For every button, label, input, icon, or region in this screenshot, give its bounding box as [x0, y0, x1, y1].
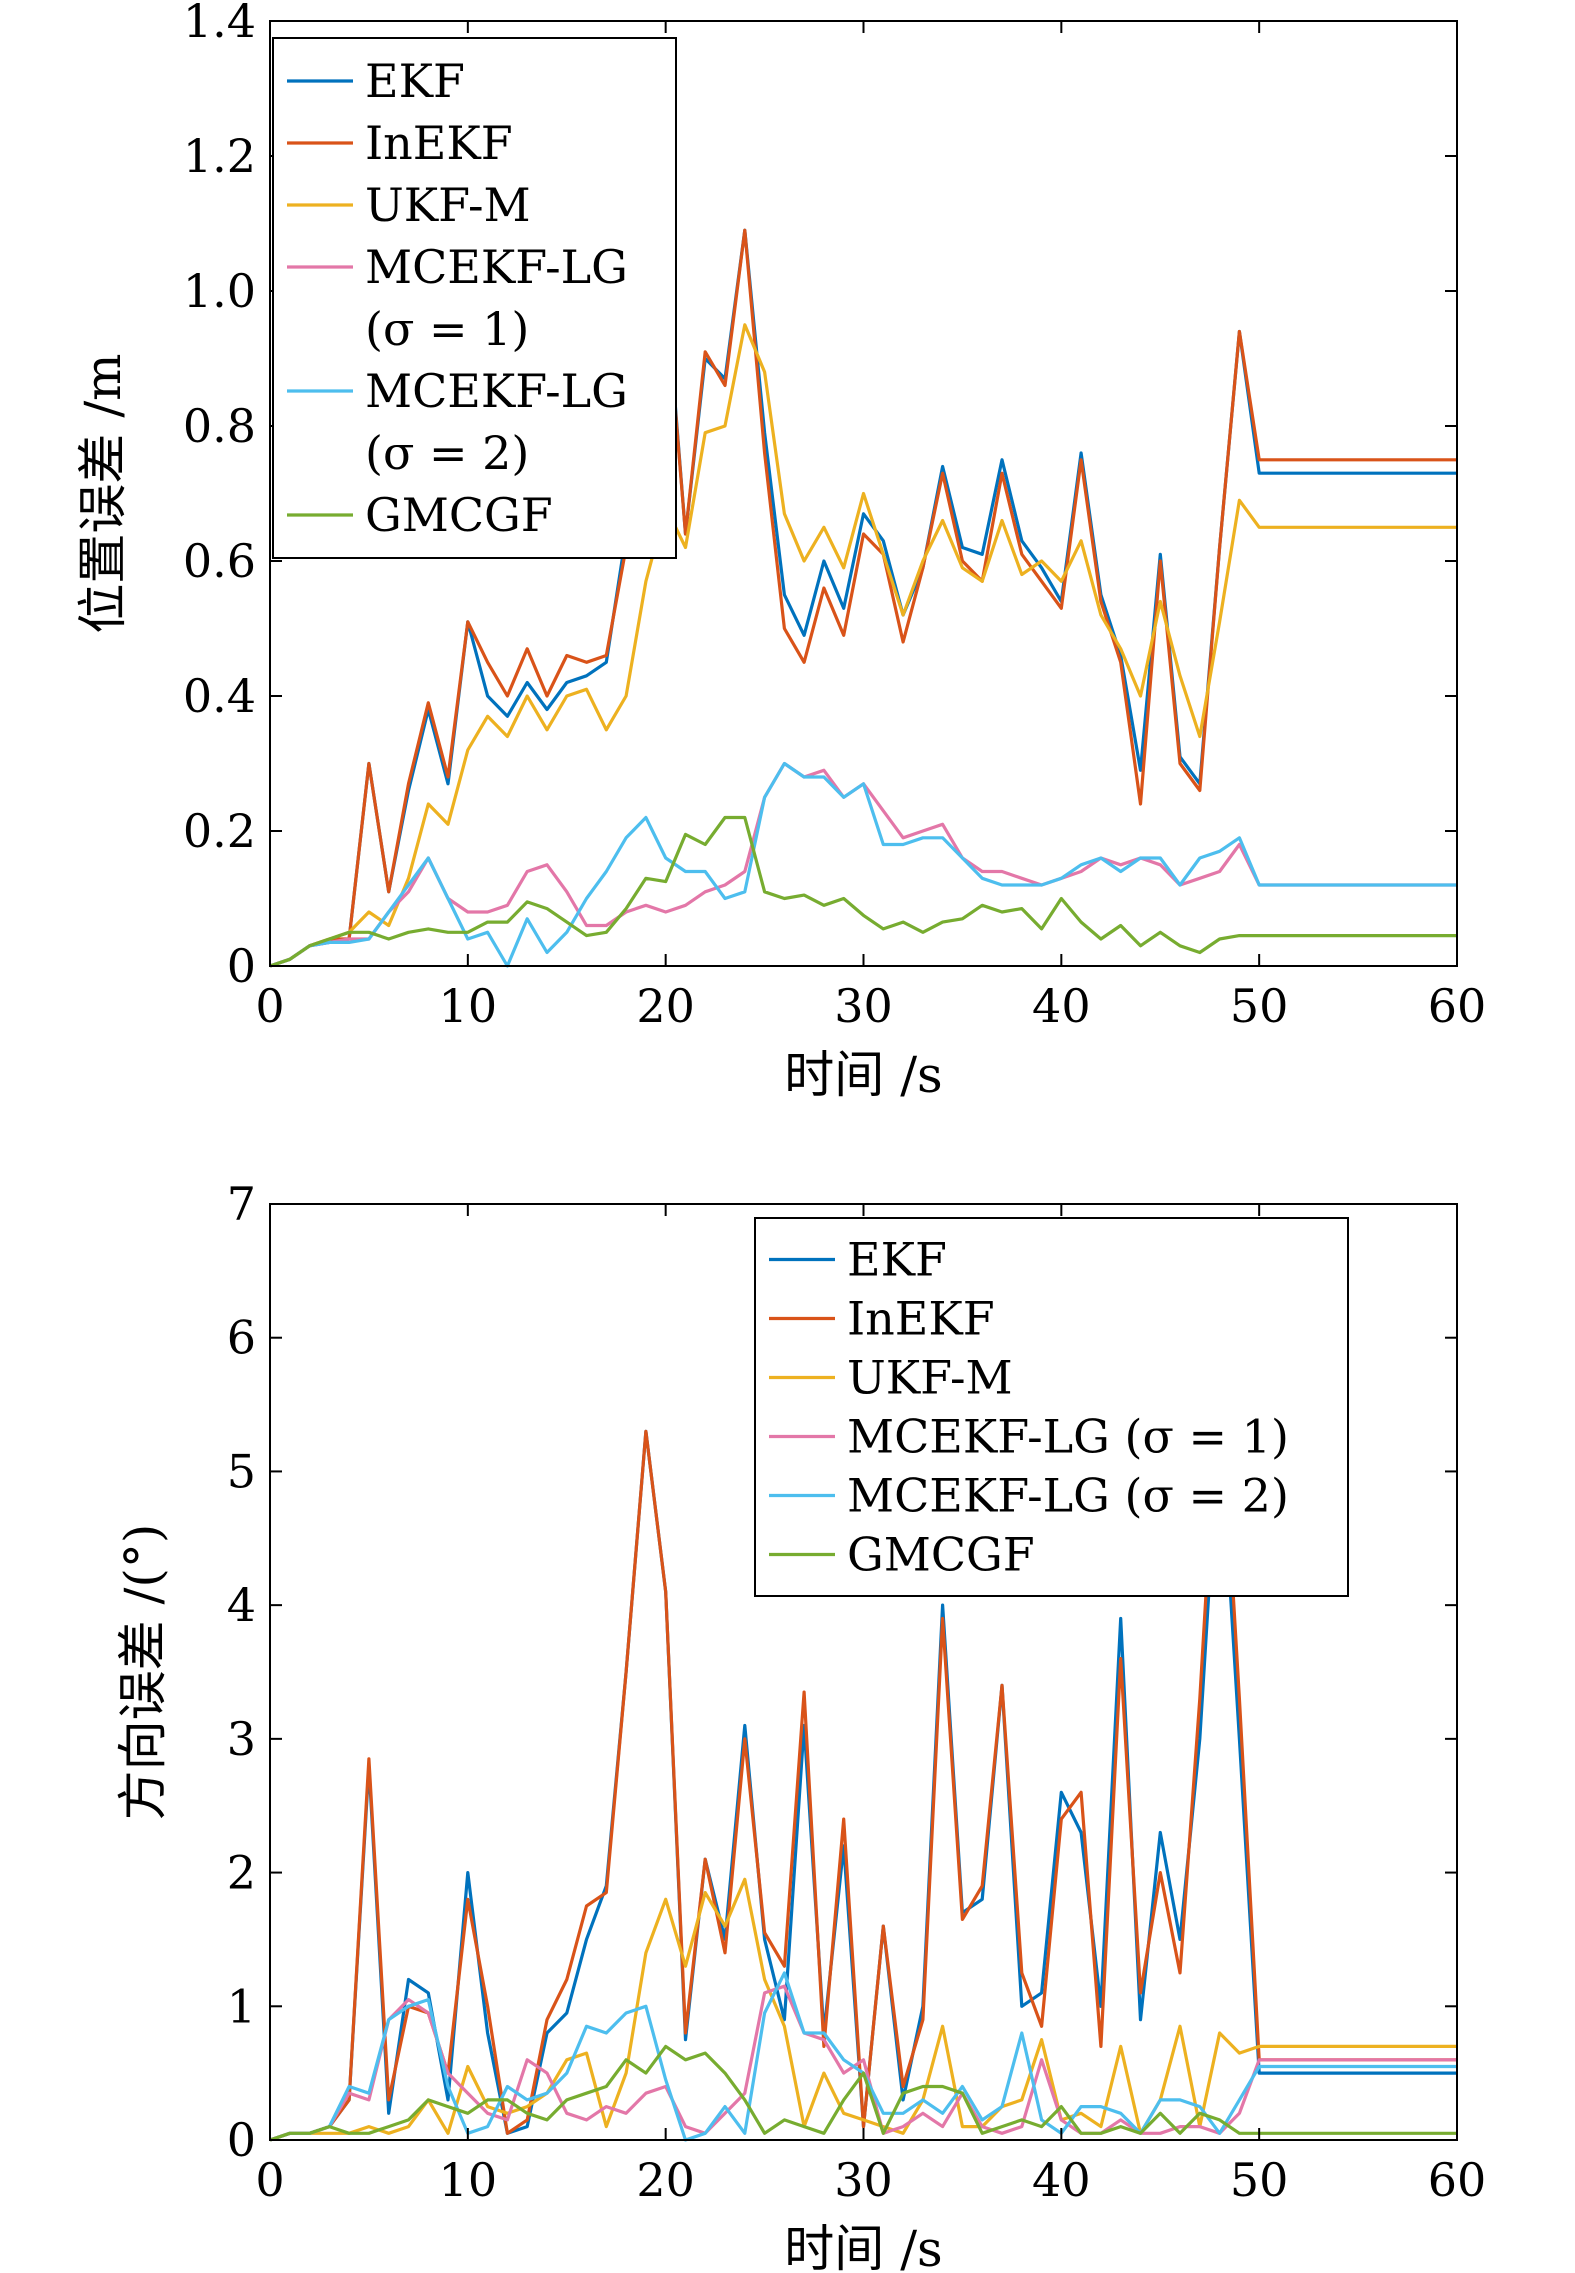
- y-tick-label: 1.4: [183, 0, 256, 48]
- legend-label: MCEKF-LG (σ = 2): [847, 1469, 1289, 1523]
- series-line-5: [269, 815, 1457, 968]
- legend-label: MCEKF-LG (σ = 1): [847, 1410, 1289, 1464]
- x-tick-label: 50: [1230, 979, 1289, 1033]
- legend: EKF InEKF UKF-M MCEKF-LG (σ = 1) MCEKF-LG (σ =…: [272, 37, 677, 559]
- series-line-4: [269, 761, 1457, 968]
- legend-label: EKF: [365, 54, 465, 108]
- y-tick-label: 6: [227, 1311, 256, 1365]
- legend-label: UKF-M: [365, 178, 531, 232]
- y-tick-label: 4: [227, 1578, 256, 1632]
- x-tick-label: 60: [1428, 2153, 1487, 2207]
- x-tick-label: 10: [439, 979, 498, 1033]
- x-tick-label: 10: [439, 2153, 498, 2207]
- x-tick-label: 20: [636, 2153, 695, 2207]
- x-tick-label: 0: [255, 979, 284, 1033]
- y-tick-label: 0: [227, 939, 256, 993]
- series-line-2: [269, 1877, 1457, 2142]
- x-tick-label: 20: [636, 979, 695, 1033]
- series-line-2: [269, 323, 1457, 968]
- y-tick-label: 0.2: [183, 804, 256, 858]
- position-error-chart: 0 10 20 30 40 50 60 0 0.2 0.4 0.6 0.8 1.0 1.2 1.4 时间 /s…: [74, 0, 1486, 1104]
- y-tick-label: 1.2: [183, 129, 256, 183]
- x-tick-label: 30: [834, 2153, 893, 2207]
- x-tick-label: 0: [255, 2153, 284, 2207]
- legend-label: InEKF: [847, 1292, 995, 1346]
- legend-box: [754, 1217, 1349, 1597]
- legend-box: [272, 37, 677, 559]
- y-tick-label: 0.6: [183, 534, 256, 588]
- legend-label: GMCGF: [847, 1528, 1035, 1582]
- legend-label: (σ = 1): [365, 302, 529, 356]
- series-line-1: [269, 228, 1457, 968]
- legend-label: InEKF: [365, 116, 513, 170]
- legend-label: MCEKF-LG: [365, 364, 628, 418]
- y-tick-label: 0: [227, 2113, 256, 2167]
- legend-label: GMCGF: [365, 488, 553, 542]
- y-tick-label: 0.8: [183, 399, 256, 453]
- legend-label: MCEKF-LG: [365, 240, 628, 294]
- y-tick-label: 0.4: [183, 669, 256, 723]
- y-axis-label: 方向误差 /(°): [114, 1524, 172, 1821]
- legend-label: EKF: [847, 1233, 947, 1287]
- legend-label: UKF-M: [847, 1351, 1013, 1405]
- orientation-error-chart: 0 10 20 30 40 50 60 0 1 2 3 4 5 6 7 时间 /s 方向误差 /(°) EKFIn…: [114, 1177, 1486, 2273]
- y-tick-label: 1: [227, 1979, 256, 2033]
- x-tick-label: 40: [1032, 2153, 1091, 2207]
- y-tick-label: 2: [227, 1846, 256, 1900]
- y-tick-label: 1.0: [183, 264, 256, 318]
- y-tick-label: 3: [227, 1712, 256, 1766]
- x-axis-label: 时间 /s: [784, 2220, 942, 2273]
- y-tick-label: 7: [227, 1177, 256, 1231]
- y-axis-label: 位置误差 /m: [74, 353, 132, 633]
- x-tick-label: 50: [1230, 2153, 1289, 2207]
- x-axis-label: 时间 /s: [784, 1046, 942, 1104]
- legend-label: (σ = 2): [365, 426, 529, 480]
- series-line-3: [269, 1984, 1457, 2142]
- x-tick-label: 40: [1032, 979, 1091, 1033]
- x-tick-label: 60: [1428, 979, 1487, 1033]
- x-tick-label: 30: [834, 979, 893, 1033]
- y-tick-label: 5: [227, 1444, 256, 1498]
